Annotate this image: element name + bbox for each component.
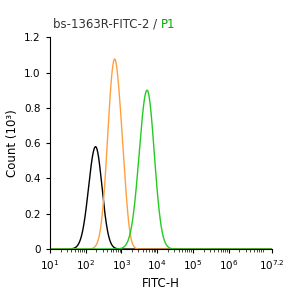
Text: P1: P1 bbox=[161, 18, 175, 31]
X-axis label: FITC-H: FITC-H bbox=[142, 277, 180, 290]
Y-axis label: Count (10³): Count (10³) bbox=[6, 109, 19, 177]
Text: bs-1363R-FITC-2 /: bs-1363R-FITC-2 / bbox=[53, 18, 161, 31]
